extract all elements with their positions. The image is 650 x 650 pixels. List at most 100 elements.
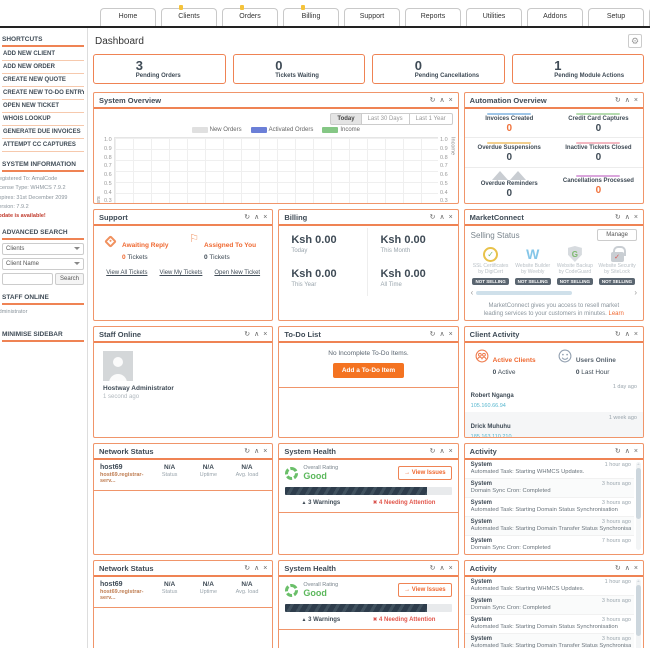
add-todo-button[interactable]: Add a To-Do Item: [332, 363, 405, 378]
tab-clients[interactable]: Clients: [161, 5, 217, 26]
close-icon[interactable]: ×: [633, 97, 638, 104]
sidebar-item-create-new-todo[interactable]: CREATE NEW TO-DO ENTRY: [2, 87, 84, 100]
scroll-left-icon[interactable]: ‹: [470, 287, 474, 297]
client-row[interactable]: Drick Muhuhu 185.163.110.210 1 week ago: [464, 412, 643, 437]
server-hostname-link[interactable]: host69.registrar-serv...: [100, 472, 144, 484]
refresh-icon[interactable]: ↻: [614, 214, 621, 221]
tab-billing[interactable]: Billing: [283, 5, 339, 26]
close-icon[interactable]: ×: [263, 331, 268, 338]
search-field-select[interactable]: Client Name: [2, 257, 84, 270]
close-icon[interactable]: ×: [263, 214, 268, 221]
warnings-count[interactable]: ▲ 3 Warnings: [301, 500, 341, 506]
warnings-count[interactable]: ▲ 3 Warnings: [301, 617, 341, 623]
tab-reports[interactable]: Reports: [405, 8, 461, 26]
refresh-icon[interactable]: ↻: [429, 565, 436, 572]
collapse-icon[interactable]: ∧: [439, 214, 445, 221]
view-issues-button[interactable]: → View Issues: [398, 466, 452, 480]
collapse-icon[interactable]: ∧: [624, 97, 630, 104]
stat-tickets-waiting[interactable]: 0 Tickets Waiting: [232, 54, 365, 84]
update-available-link[interactable]: update is available!: [0, 213, 46, 220]
close-icon[interactable]: ×: [633, 448, 638, 455]
range-30days-button[interactable]: Last 30 Days: [360, 113, 410, 125]
refresh-icon[interactable]: ↻: [614, 97, 621, 104]
learn-more-link[interactable]: Learn more »: [544, 311, 624, 320]
refresh-icon[interactable]: ↻: [244, 565, 251, 572]
collapse-icon[interactable]: ∧: [439, 565, 445, 572]
advanced-search-button[interactable]: Search: [54, 272, 84, 285]
refresh-icon[interactable]: ↻: [429, 331, 436, 338]
refresh-icon[interactable]: ↻: [429, 214, 436, 221]
stat-pending-cancellations[interactable]: 0 Pending Cancellations: [372, 54, 505, 84]
sidebar-item-add-new-client[interactable]: ADD NEW CLIENT: [2, 48, 84, 61]
collapse-icon[interactable]: ∧: [624, 331, 630, 338]
range-1year-button[interactable]: Last 1 Year: [408, 113, 453, 125]
stat-pending-module-actions[interactable]: 1 Pending Module Actions: [511, 54, 644, 84]
tab-orders[interactable]: Orders: [222, 5, 278, 26]
close-icon[interactable]: ×: [633, 331, 638, 338]
product-website-security[interactable]: ✓ Website Security by SiteLock NOT SELLIN…: [598, 246, 636, 285]
minimise-sidebar-button[interactable]: MINIMISE SIDEBAR: [2, 327, 84, 342]
client-row[interactable]: Robert Nganga 105.160.66.94 1 day ago: [470, 384, 637, 409]
collapse-icon[interactable]: ∧: [624, 214, 630, 221]
refresh-icon[interactable]: ↻: [429, 448, 436, 455]
close-icon[interactable]: ×: [448, 214, 453, 221]
collapse-icon[interactable]: ∧: [254, 331, 260, 338]
open-new-ticket-link[interactable]: Open New Ticket: [214, 270, 261, 276]
dashboard-settings-button[interactable]: ⚙: [628, 34, 642, 48]
scrollbar-thumb[interactable]: [635, 585, 641, 637]
tab-setup[interactable]: Setup: [588, 8, 644, 26]
close-icon[interactable]: ×: [633, 565, 638, 572]
view-my-tickets-link[interactable]: View My Tickets: [159, 270, 203, 276]
advanced-search-input[interactable]: [2, 272, 53, 285]
client-ip-link[interactable]: 105.160.66.94: [470, 403, 506, 409]
view-all-tickets-link[interactable]: View All Tickets: [106, 270, 148, 276]
close-icon[interactable]: ×: [263, 448, 268, 455]
stat-pending-orders[interactable]: 3 Pending Orders: [93, 54, 226, 84]
product-website-builder[interactable]: W Website Builder by Weebly NOT SELLING: [514, 246, 551, 285]
refresh-icon[interactable]: ↻: [614, 565, 621, 572]
range-today-button[interactable]: Today: [330, 113, 362, 125]
scrollbar-thumb[interactable]: [635, 468, 641, 520]
sidebar-item-add-new-order[interactable]: ADD NEW ORDER: [2, 61, 84, 74]
close-icon[interactable]: ×: [448, 331, 453, 338]
close-icon[interactable]: ×: [448, 448, 453, 455]
close-icon[interactable]: ×: [263, 565, 268, 572]
tab-utilities[interactable]: Utilities: [466, 8, 522, 26]
collapse-icon[interactable]: ∧: [439, 448, 445, 455]
sidebar-item-generate-due-invoices[interactable]: GENERATE DUE INVOICES: [2, 126, 84, 139]
collapse-icon[interactable]: ∧: [624, 565, 630, 572]
sidebar-item-create-new-quote[interactable]: CREATE NEW QUOTE: [2, 74, 84, 87]
refresh-icon[interactable]: ↻: [614, 448, 621, 455]
close-icon[interactable]: ×: [448, 97, 453, 104]
sidebar-item-open-new-ticket[interactable]: OPEN NEW TICKET: [2, 100, 84, 113]
server-hostname-link[interactable]: host69.registrar-serv...: [100, 589, 144, 601]
refresh-icon[interactable]: ↻: [244, 331, 251, 338]
search-type-select[interactable]: Clients: [2, 242, 84, 255]
tab-support[interactable]: Support: [344, 8, 400, 26]
sidebar-item-attempt-cc-captures[interactable]: ATTEMPT CC CAPTURES: [2, 139, 84, 152]
scrollbar-thumb[interactable]: [476, 290, 573, 295]
collapse-icon[interactable]: ∧: [439, 331, 445, 338]
tab-home[interactable]: Home: [100, 8, 156, 26]
refresh-icon[interactable]: ↻: [429, 97, 436, 104]
activity-scrollbar[interactable]: ^: [635, 462, 641, 550]
needing-attention-count[interactable]: ✖ 4 Needing Attention: [372, 500, 436, 506]
close-icon[interactable]: ×: [633, 214, 638, 221]
needing-attention-count[interactable]: ✖ 4 Needing Attention: [372, 617, 436, 623]
sidebar-item-whois-lookup[interactable]: WHOIS LOOKUP: [2, 113, 84, 126]
close-icon[interactable]: ×: [448, 565, 453, 572]
collapse-icon[interactable]: ∧: [254, 565, 260, 572]
collapse-icon[interactable]: ∧: [254, 214, 260, 221]
refresh-icon[interactable]: ↻: [614, 331, 621, 338]
view-issues-button[interactable]: → View Issues: [398, 583, 452, 597]
activity-scrollbar[interactable]: ^: [635, 579, 641, 648]
product-ssl-certificates[interactable]: ✓ SSL Certificates by DigiCert NOT SELLIN…: [471, 245, 511, 285]
collapse-icon[interactable]: ∧: [254, 448, 260, 455]
client-ip-link[interactable]: 185.163.110.210: [470, 434, 512, 437]
refresh-icon[interactable]: ↻: [244, 448, 251, 455]
refresh-icon[interactable]: ↻: [244, 214, 251, 221]
collapse-icon[interactable]: ∧: [624, 448, 630, 455]
manage-button[interactable]: Manage: [597, 229, 637, 241]
tab-addons[interactable]: Addons: [527, 8, 583, 26]
product-website-backup[interactable]: G Website Backup by CodeGuard NOT SELLING: [555, 245, 595, 285]
